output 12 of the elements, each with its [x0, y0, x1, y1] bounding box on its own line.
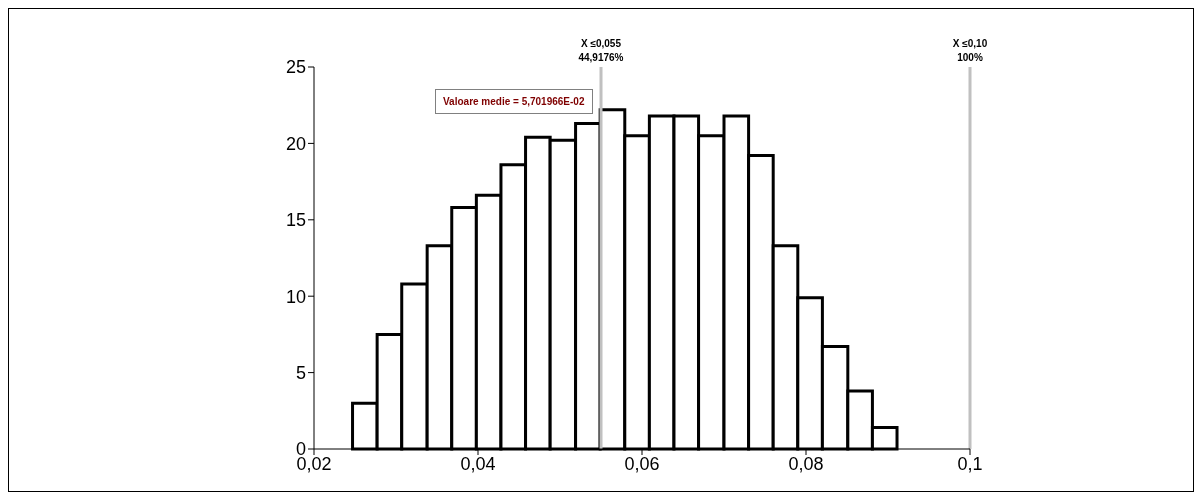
- x-tick-label: 0,1: [957, 453, 983, 474]
- annotation: Valoare medie = 5,701966E-02: [435, 89, 593, 114]
- x-tick-label: 0,04: [460, 453, 496, 474]
- ref-line-label: X ≤0,055 44,9176%: [578, 38, 624, 63]
- y-tick-label: 25: [285, 57, 306, 78]
- y-tick-label: 10: [285, 286, 306, 307]
- x-tick-label: 0,06: [624, 453, 660, 474]
- y-tick-label: 20: [285, 133, 306, 154]
- ref-line-label: X ≤0,10 100%: [952, 38, 988, 63]
- x-tick-label: 0,08: [788, 453, 824, 474]
- y-tick-label: 5: [295, 362, 306, 383]
- y-tick-label: 15: [285, 210, 306, 231]
